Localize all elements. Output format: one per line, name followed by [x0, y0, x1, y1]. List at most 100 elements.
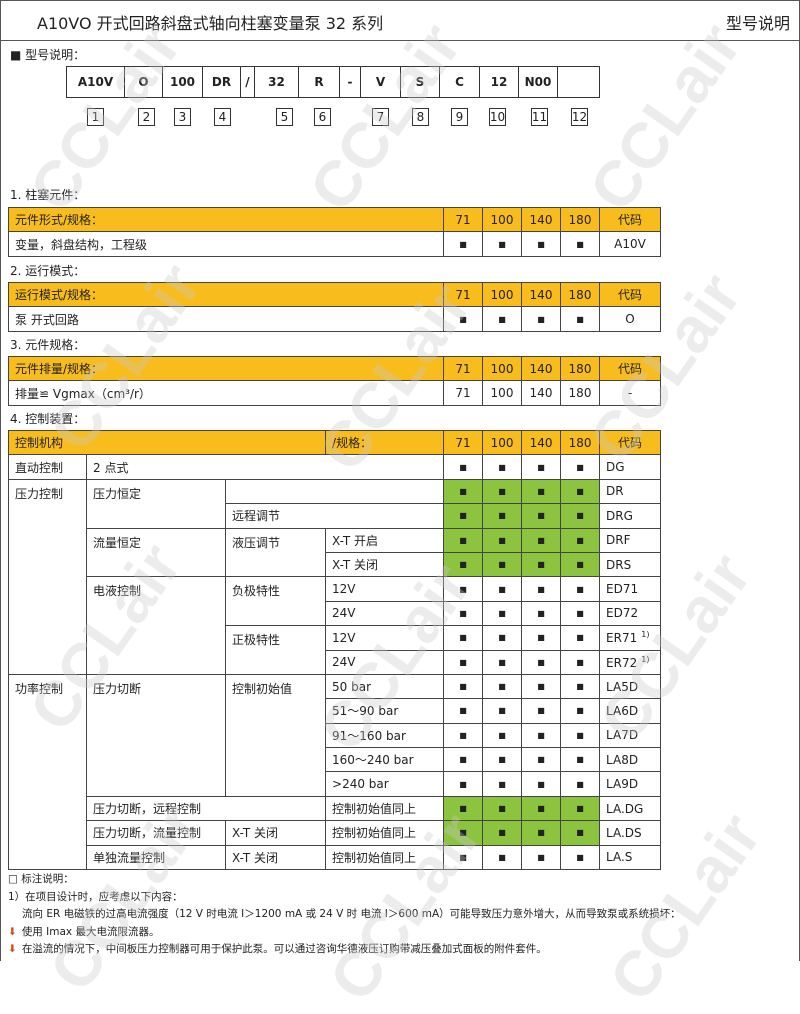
mark: ■ — [521, 478, 562, 505]
mark: ■ — [482, 747, 523, 773]
mark: ■ — [443, 600, 484, 627]
size-71: 71 — [443, 281, 483, 308]
table-row: 流量恒定 液压调节 X-T 开启 ■ ■ ■ ■ DRF — [9, 527, 662, 578]
mark: ■ — [521, 231, 561, 257]
cell: 正极特性 — [224, 625, 327, 675]
mark: ■ — [482, 503, 523, 529]
control-table: 控制机构/规格： 71 100 140 180 代码 直动控制 2 点式 ■ ■ ■ ■ DG 压力控… — [7, 429, 662, 871]
mark: ■ — [443, 503, 484, 529]
cell: 流量恒定 — [86, 527, 226, 578]
header-label: 控制机构 — [7, 429, 327, 456]
size-71: 71 — [443, 429, 484, 456]
row-code: LA8D — [599, 747, 662, 773]
size-71: 71 — [443, 206, 483, 233]
table-row: >240 bar ■ ■ ■ ■ LA9D — [9, 771, 662, 797]
model-code-cell: DR — [203, 67, 241, 97]
cell: 50 bar — [325, 673, 445, 700]
row-code: DR — [599, 478, 662, 505]
page-title: A10VO 开式回路斜盘式轴向柱塞变量泵 32 系列 — [37, 14, 384, 33]
position-number: 11 — [531, 108, 548, 126]
mark: ■ — [560, 478, 601, 505]
mark: ■ — [560, 771, 601, 797]
cell: 91～160 bar — [325, 722, 445, 749]
note-1-detail: 流向 ER 电磁铁的过高电流强度（12 V 时电流 I＞1200 mA 或 24… — [22, 908, 681, 920]
position-number: 8 — [412, 108, 429, 126]
mark: ■ — [443, 454, 484, 480]
code-text: DRS — [606, 557, 632, 572]
code-text: DR — [606, 484, 624, 499]
mark: ■ — [443, 698, 484, 724]
mark: ■ — [443, 306, 483, 332]
size-71: 71 — [443, 355, 483, 382]
cell: 功率控制 — [8, 673, 87, 871]
mark: ■ — [482, 527, 523, 553]
position-number: 7 — [372, 108, 389, 126]
model-code-cell: O — [125, 67, 163, 97]
value: 100 — [482, 380, 522, 406]
model-code-cell: S — [401, 67, 440, 97]
mark: ■ — [560, 673, 601, 700]
mark: ■ — [482, 576, 523, 602]
cell: 单独流量控制 — [86, 844, 226, 871]
section-1-label: 1. 柱塞元件： — [10, 188, 86, 202]
model-code-box: A10V O 100 DR/32 R - V S C 12 N00 — [66, 66, 600, 98]
table-row: 91～160 bar ■ ■ ■ ■ LA7D — [9, 722, 662, 749]
mark: ■ — [521, 747, 562, 773]
code-text: LA.S — [606, 850, 633, 865]
cell: 压力切断，远程控制 — [85, 795, 327, 822]
size-180: 180 — [560, 355, 600, 382]
row-code: DG — [599, 454, 662, 480]
mark: ■ — [482, 844, 523, 871]
code-text: ER71 — [606, 631, 638, 646]
model-code-cell: A10V — [67, 67, 125, 97]
cell: 控制初始值 — [224, 673, 327, 797]
row-text: 变量，斜盘结构，工程级 — [8, 231, 444, 257]
mark: ■ — [521, 625, 562, 651]
model-code-cell: / — [241, 67, 255, 97]
size-100: 100 — [482, 281, 522, 308]
mark: ■ — [560, 747, 601, 773]
mark: ■ — [560, 844, 601, 871]
notes: □ 标注说明： 1）在项目设计时，应考虑以下内容： 流向 ER 电磁铁的过高电流… — [8, 871, 681, 959]
mark: ■ — [560, 576, 601, 602]
section-2-table: 运行模式/规格： 71 100 140 180 代码 泵 开式回路 ■ ■ ■ ■ O — [8, 281, 661, 332]
mark: ■ — [560, 600, 601, 627]
row-code: ER71 1) — [599, 625, 662, 651]
cell: X-T 开启 — [325, 527, 445, 553]
mark: ■ — [443, 625, 484, 651]
size-140: 140 — [521, 206, 561, 233]
cell: X-T 关闭 — [224, 844, 327, 871]
model-code-cell: 12 — [480, 67, 519, 97]
mark: ■ — [482, 795, 523, 822]
row-code: LA.DS — [599, 820, 662, 846]
code-text: ER72 — [606, 655, 638, 670]
table-row: 压力切断，远程控制 控制初始值同上 ■ ■ ■ ■ LA.DG — [9, 795, 662, 822]
note-bullet-1: 使用 Imax 最大电流限流器。 — [21, 925, 160, 938]
cell: 24V — [325, 649, 445, 675]
mark: ■ — [482, 820, 523, 846]
position-number: 4 — [214, 108, 231, 126]
code-text: ED72 — [606, 606, 639, 621]
cell: 液压调节 — [224, 527, 327, 578]
code-text: LA.DG — [606, 801, 644, 816]
row-code: A10V — [599, 231, 661, 257]
cell: 控制初始值同上 — [325, 820, 445, 846]
notes-title: □ 标注说明： — [8, 873, 74, 885]
row-code: DRG — [599, 503, 662, 529]
cell: >240 bar — [325, 771, 445, 797]
model-label: ■ 型号说明： — [10, 48, 86, 62]
code-header: 代码 — [599, 206, 661, 233]
model-code-cell — [558, 67, 599, 97]
code-header: 代码 — [599, 429, 662, 456]
mark: ■ — [521, 600, 562, 627]
code-text: LA9D — [606, 777, 639, 792]
mark: ■ — [443, 820, 484, 846]
mark: ■ — [482, 673, 523, 700]
row-text: 泵 开式回路 — [8, 306, 444, 332]
row-code: LA7D — [599, 722, 662, 749]
position-number: 2 — [138, 108, 155, 126]
size-140: 140 — [521, 429, 562, 456]
mark: ■ — [521, 551, 562, 578]
table-row: 远程调节 ■ ■ ■ ■ DRG — [9, 503, 662, 529]
size-100: 100 — [482, 355, 522, 382]
